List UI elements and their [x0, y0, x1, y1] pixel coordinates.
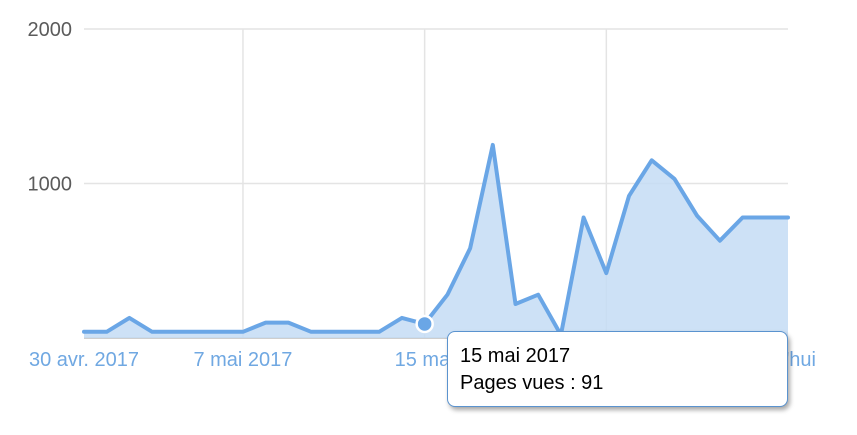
highlighted-point [415, 314, 434, 334]
data-point [149, 329, 155, 335]
data-point [331, 329, 337, 335]
data-point [376, 329, 382, 335]
data-point [217, 329, 223, 335]
series-line [82, 142, 790, 337]
data-point [444, 292, 450, 298]
data-point [603, 270, 609, 276]
data-point [649, 157, 655, 163]
data-point [512, 301, 518, 307]
data-point [740, 214, 746, 220]
x-tick-label: 30 avr. 2017 [29, 349, 139, 371]
series-area [84, 144, 788, 338]
data-point [308, 329, 314, 335]
data-point [671, 176, 677, 182]
data-point [263, 320, 269, 326]
y-tick-label: 1000 [28, 174, 73, 196]
data-point [694, 213, 700, 219]
data-point [535, 292, 541, 298]
x-tick-label: 15 mai [395, 349, 455, 371]
data-point [626, 193, 632, 199]
data-point [399, 315, 405, 321]
data-point [467, 245, 473, 251]
data-point [354, 329, 360, 335]
data-point [490, 142, 496, 148]
data-point [785, 214, 791, 220]
data-point [581, 214, 587, 220]
tooltip-date: 15 mai 2017 [460, 345, 571, 367]
data-point [172, 329, 178, 335]
data-point [81, 329, 87, 335]
data-point [240, 329, 246, 335]
y-tick-label: 2000 [28, 19, 73, 41]
x-tick-label: 7 mai 2017 [193, 349, 292, 371]
chart-tooltip: 15 mai 2017 Pages vues : 91 [447, 331, 788, 407]
data-point [195, 329, 201, 335]
data-point [762, 214, 768, 220]
data-point [126, 315, 132, 321]
data-point [104, 329, 110, 335]
data-point [717, 238, 723, 244]
data-point [285, 320, 291, 326]
tooltip-value: Pages vues : 91 [460, 372, 604, 394]
